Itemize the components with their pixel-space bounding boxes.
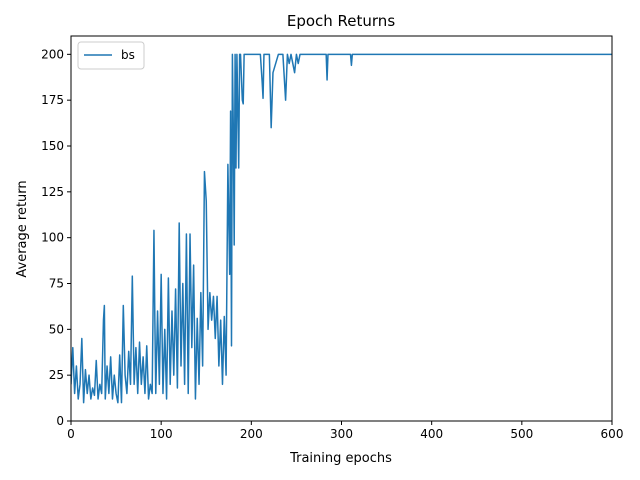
x-tick-label-400: 400 xyxy=(420,427,443,441)
y-tick-label-25: 25 xyxy=(49,368,64,382)
y-tick-label-175: 175 xyxy=(41,93,64,107)
y-tick-label-0: 0 xyxy=(56,414,64,428)
x-axis-label: Training epochs xyxy=(289,451,392,466)
series-line-bs xyxy=(71,53,612,404)
y-axis-label: Average return xyxy=(15,180,30,277)
y-tick-label-100: 100 xyxy=(41,231,64,245)
x-tick-label-0: 0 xyxy=(67,427,75,441)
x-tick-label-200: 200 xyxy=(240,427,263,441)
y-tick-label-200: 200 xyxy=(41,47,64,61)
y-tick-label-125: 125 xyxy=(41,185,64,199)
x-tick-label-300: 300 xyxy=(330,427,353,441)
chart-title: Epoch Returns xyxy=(287,12,395,30)
x-tick-label-600: 600 xyxy=(601,427,624,441)
x-tick-label-500: 500 xyxy=(510,427,533,441)
axes: 0 100 200 300 400 500 600 0 25 50 75 100 125 150 175 20… xyxy=(41,35,624,441)
plot-area xyxy=(71,53,612,404)
y-tick-label-50: 50 xyxy=(49,322,64,336)
legend-label-bs: bs xyxy=(121,48,135,62)
x-tick-label-100: 100 xyxy=(150,427,173,441)
y-tick-label-150: 150 xyxy=(41,139,64,153)
legend: bs xyxy=(77,41,145,70)
y-tick-label-75: 75 xyxy=(49,277,64,291)
